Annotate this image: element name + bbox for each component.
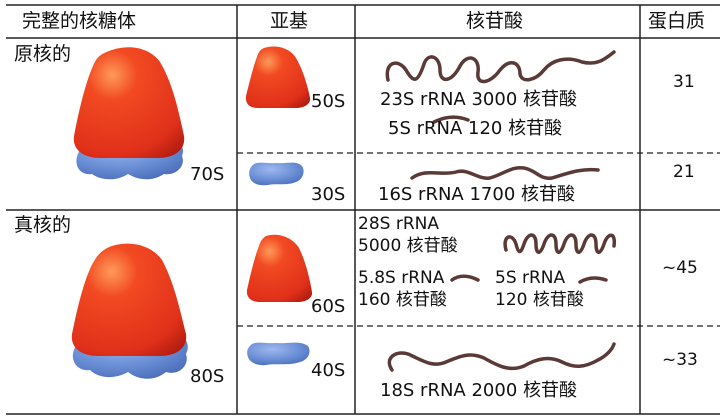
rna-23s-strand	[385, 50, 616, 84]
rna-28s-label-2: 5000 核苷酸	[358, 236, 458, 256]
rna-5s-prok-strand	[432, 115, 470, 124]
eukaryote-large-label: 60S	[311, 296, 346, 317]
prokaryote-small-label: 30S	[311, 184, 346, 205]
prokaryote-label: 原核的	[14, 43, 72, 65]
prokaryote-large-subunit-image	[245, 46, 311, 108]
header-rna: 核苷酸	[466, 10, 524, 32]
rna-23s-label: 23S rRNA 3000 核苷酸	[380, 89, 577, 110]
eukaryote-whole-label: 80S	[190, 366, 225, 387]
rna-5s-euk-label-2: 120 核苷酸	[495, 290, 584, 310]
rna-58s-strand	[450, 274, 480, 282]
eukaryote-small-protein: ~33	[662, 350, 698, 370]
rna-28s-strand	[503, 233, 617, 254]
eukaryote-label: 真核的	[14, 214, 72, 236]
rna-5s-prok-label: 5S rRNA 120 核苷酸	[388, 118, 563, 139]
header-subunit: 亚基	[270, 10, 309, 32]
prokaryote-whole-label: 70S	[190, 164, 225, 185]
rna-5s-euk-strand	[578, 276, 608, 284]
header-protein: 蛋白质	[648, 10, 706, 32]
header-ribosome: 完整的核糖体	[22, 10, 137, 32]
prokaryote-large-label: 50S	[311, 91, 346, 112]
prokaryote-small-protein: 21	[673, 162, 695, 182]
eukaryote-small-subunit-image	[247, 342, 310, 366]
rna-58s-label-2: 160 核苷酸	[358, 290, 447, 310]
prokaryote-small-subunit-image	[249, 162, 304, 186]
rna-18s-label: 18S rRNA 2000 核苷酸	[380, 380, 577, 401]
rna-18s-strand	[387, 342, 616, 372]
eukaryote-small-label: 40S	[311, 360, 346, 381]
eukaryote-ribosome-image	[71, 243, 188, 379]
eukaryote-large-subunit-image	[246, 234, 313, 302]
rna-28s-label-1: 28S rRNA	[358, 214, 439, 234]
rna-5s-euk-label-1: 5S rRNA	[495, 268, 566, 288]
rna-16s-label: 16S rRNA 1700 核苷酸	[378, 184, 575, 205]
rna-58s-label-1: 5.8S rRNA	[358, 268, 445, 288]
rna-16s-strand	[410, 165, 600, 180]
eukaryote-large-protein: ~45	[662, 258, 698, 278]
prokaryote-large-protein: 31	[673, 72, 695, 92]
prokaryote-ribosome-image	[73, 47, 185, 180]
table-grid	[6, 4, 720, 415]
